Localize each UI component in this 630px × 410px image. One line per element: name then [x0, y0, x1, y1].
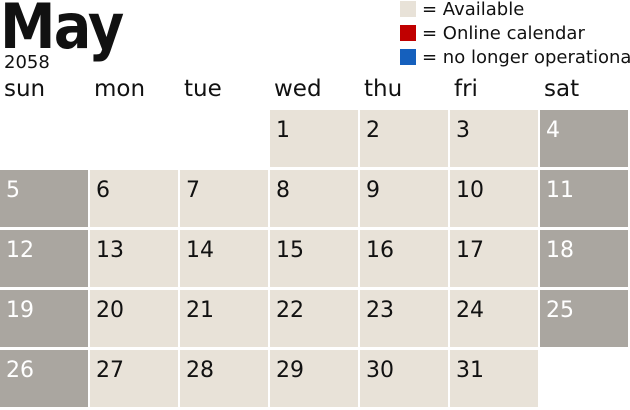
day-name: fri [454, 76, 478, 102]
legend-swatch [400, 1, 416, 17]
day-number: 20 [96, 298, 124, 323]
day-cell: 18 [540, 230, 628, 287]
day-number: 12 [6, 238, 34, 263]
day-number: 26 [6, 358, 34, 383]
day-cell: 26 [0, 350, 88, 407]
legend-item: = no longer operational [400, 48, 630, 68]
day-name: wed [274, 76, 322, 102]
day-number: 27 [96, 358, 124, 383]
day-number: 7 [186, 178, 200, 203]
day-cell: 24 [450, 290, 538, 347]
day-cell: 17 [450, 230, 538, 287]
day-cell: 13 [90, 230, 178, 287]
day-cell: 28 [180, 350, 268, 407]
legend-swatch [400, 49, 416, 65]
day-name: sat [544, 76, 580, 102]
day-cell: 10 [450, 170, 538, 227]
day-cell: 8 [270, 170, 358, 227]
day-number: 14 [186, 238, 214, 263]
day-name: tue [184, 76, 222, 102]
day-cell: 15 [270, 230, 358, 287]
day-cell: 6 [90, 170, 178, 227]
day-number: 24 [456, 298, 484, 323]
year: 2058 [4, 52, 50, 73]
day-number: 9 [366, 178, 380, 203]
day-number: 2 [366, 118, 380, 143]
day-number: 16 [366, 238, 394, 263]
day-number: 19 [6, 298, 34, 323]
day-cell: 20 [90, 290, 178, 347]
day-cell: 22 [270, 290, 358, 347]
day-number: 31 [456, 358, 484, 383]
day-cell: 9 [360, 170, 448, 227]
day-number: 29 [276, 358, 304, 383]
day-number: 15 [276, 238, 304, 263]
day-number: 1 [276, 118, 290, 143]
day-number: 6 [96, 178, 110, 203]
day-number: 17 [456, 238, 484, 263]
day-cell: 1 [270, 110, 358, 167]
day-number: 25 [546, 298, 574, 323]
day-number: 10 [456, 178, 484, 203]
day-cell: 23 [360, 290, 448, 347]
day-cell: 29 [270, 350, 358, 407]
day-number: 21 [186, 298, 214, 323]
day-number: 30 [366, 358, 394, 383]
month-title: May [0, 0, 124, 63]
day-number: 4 [546, 118, 560, 143]
day-number: 18 [546, 238, 574, 263]
day-cell: 3 [450, 110, 538, 167]
day-cell: 2 [360, 110, 448, 167]
day-cell: 31 [450, 350, 538, 407]
day-number: 11 [546, 178, 574, 203]
day-name: sun [4, 76, 46, 102]
day-cell: 12 [0, 230, 88, 287]
day-name: thu [364, 76, 403, 102]
legend-item: = Available [400, 0, 524, 20]
day-cell: 30 [360, 350, 448, 407]
day-cell: 11 [540, 170, 628, 227]
day-cell: 19 [0, 290, 88, 347]
legend-label: = Available [422, 0, 525, 20]
legend-swatch [400, 25, 416, 41]
day-number: 23 [366, 298, 394, 323]
day-cell: 5 [0, 170, 88, 227]
day-number: 3 [456, 118, 470, 143]
day-number: 5 [6, 178, 20, 203]
legend-label: = Online calendar [422, 23, 585, 44]
day-cell: 14 [180, 230, 268, 287]
day-number: 22 [276, 298, 304, 323]
day-cell: 25 [540, 290, 628, 347]
day-cell: 7 [180, 170, 268, 227]
legend-item: = Online calendar [400, 24, 585, 44]
day-cell: 21 [180, 290, 268, 347]
legend-label: = no longer operational [422, 47, 630, 68]
day-cell: 27 [90, 350, 178, 407]
day-cell: 16 [360, 230, 448, 287]
day-name: mon [94, 76, 146, 102]
day-number: 13 [96, 238, 124, 263]
day-number: 28 [186, 358, 214, 383]
day-cell: 4 [540, 110, 628, 167]
day-number: 8 [276, 178, 290, 203]
